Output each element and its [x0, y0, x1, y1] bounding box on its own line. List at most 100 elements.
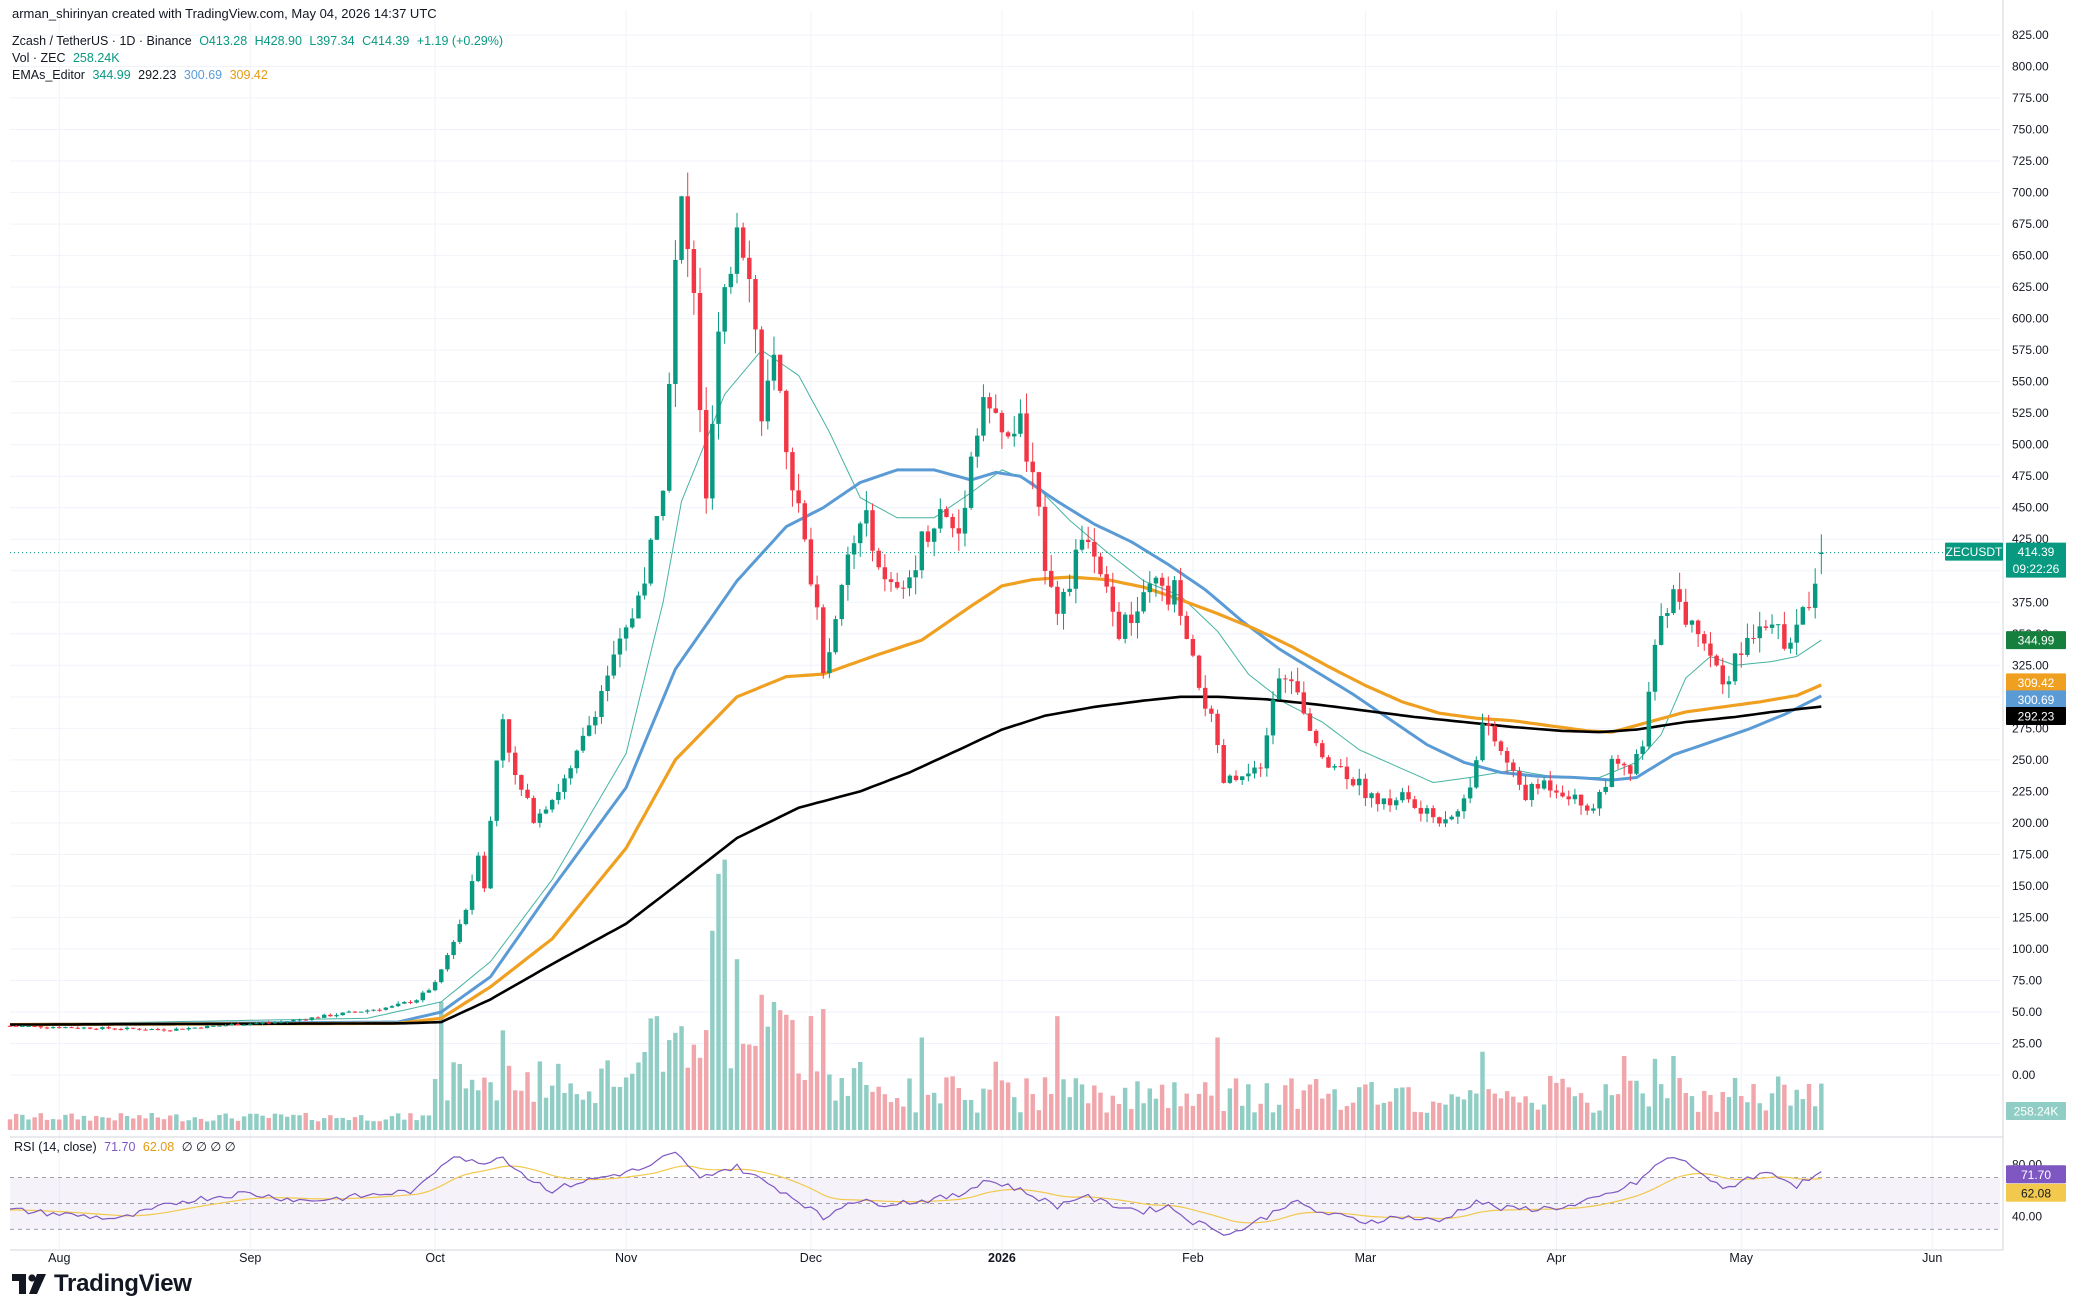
candle-body: [981, 397, 986, 436]
candle-body: [1424, 808, 1430, 814]
candle-body: [1036, 472, 1042, 507]
price-tick-label: 475.00: [2012, 469, 2049, 483]
candle-body: [217, 1025, 222, 1027]
candle-body: [1461, 798, 1467, 812]
ema200-tag: 292.23: [2018, 709, 2055, 723]
ema-legend[interactable]: EMAs_Editor 344.99 292.23 300.69 309.42: [12, 68, 272, 82]
volume-bar: [1732, 1077, 1738, 1130]
volume-bar: [747, 1044, 752, 1130]
candlesticks: [7, 172, 1824, 1032]
volume-bar: [1104, 1112, 1109, 1130]
candle-body: [229, 1024, 235, 1026]
candle-body: [1055, 586, 1060, 614]
candle-body: [1591, 808, 1596, 811]
candle-body: [494, 760, 499, 821]
candle-body: [192, 1027, 198, 1029]
candle-body: [1745, 637, 1750, 655]
candle-body: [1603, 786, 1608, 793]
candle-body: [112, 1028, 117, 1030]
candle-body: [1276, 678, 1282, 700]
tradingview-logo[interactable]: TradingView: [12, 1270, 192, 1298]
rsi-legend[interactable]: RSI (14, close) 71.70 62.08 ∅ ∅ ∅ ∅: [14, 1139, 240, 1154]
candle-body: [1406, 792, 1411, 800]
candle-body: [1578, 794, 1584, 806]
volume-label[interactable]: Vol · ZEC: [12, 51, 66, 65]
rsi-ma-tag: 62.08: [2021, 1186, 2051, 1200]
volume-bar: [1073, 1078, 1079, 1130]
candle-body: [1326, 757, 1331, 768]
volume-bars: [7, 859, 1824, 1130]
candle-body: [198, 1027, 204, 1029]
candle-body: [580, 735, 586, 751]
candle-body: [476, 855, 481, 882]
candle-body: [987, 397, 992, 409]
volume-bar: [248, 1113, 253, 1130]
volume-bar: [623, 1077, 629, 1130]
candle-body: [759, 329, 764, 422]
ema100-line: [10, 575, 1822, 1027]
candle-body: [1129, 614, 1134, 624]
rsi-tick-label: 40.00: [2012, 1209, 2042, 1223]
candle-body: [556, 791, 561, 801]
volume-bar: [32, 1117, 37, 1130]
price-axis[interactable]: 0.00 25.00 50.00 75.00 100.00 125.00 150.00 175…: [2012, 28, 2049, 1223]
symbol-legend[interactable]: Zcash / TetherUS · 1D · Binance O413.28 …: [12, 34, 507, 48]
volume-bar: [1092, 1085, 1097, 1130]
volume-bar: [420, 1115, 426, 1130]
candle-body: [642, 583, 647, 596]
candle-body: [1301, 692, 1307, 714]
candle-body: [1492, 725, 1498, 742]
volume-bar: [1030, 1094, 1035, 1130]
ema-label[interactable]: EMAs_Editor: [12, 68, 85, 82]
candle-body: [901, 587, 906, 589]
volume-bar: [1492, 1093, 1498, 1130]
price-tick-label: 100.00: [2012, 942, 2049, 956]
volume-bar: [833, 1100, 838, 1130]
candle-body: [1720, 665, 1725, 685]
time-axis[interactable]: Aug Sep Oct Nov Dec 2026 Feb Mar Apr May Jun: [48, 1251, 1942, 1265]
price-tick-label: 800.00: [2012, 60, 2049, 74]
volume-bar: [975, 1112, 980, 1130]
candle-body: [44, 1027, 50, 1029]
volume-bar: [198, 1118, 204, 1130]
candle-body: [1338, 766, 1343, 768]
tradingview-logo-icon: [12, 1274, 46, 1294]
candle-body: [149, 1029, 154, 1031]
rsi-label[interactable]: RSI (14, close): [14, 1140, 97, 1154]
volume-bar: [371, 1121, 376, 1130]
volume-bar: [100, 1117, 105, 1130]
volume-bar: [1412, 1111, 1417, 1130]
ema200-tag-bg: [2006, 706, 2066, 725]
volume-bar: [722, 859, 727, 1130]
candle-body: [7, 1025, 13, 1027]
candle-body: [1486, 723, 1491, 726]
volume-bar: [919, 1037, 925, 1130]
candle-body: [1264, 735, 1270, 769]
price-tick-label: 25.00: [2012, 1036, 2042, 1050]
volume-bar: [1221, 1110, 1226, 1130]
volume-bar: [451, 1062, 456, 1130]
candle-body: [1332, 766, 1337, 768]
volume-bar: [734, 959, 740, 1130]
volume-bar: [414, 1120, 419, 1130]
volume-bar: [1400, 1087, 1405, 1130]
price-tick-label: 725.00: [2012, 154, 2049, 168]
volume-bar: [556, 1063, 561, 1130]
volume-bar: [1757, 1103, 1762, 1130]
volume-bar: [1683, 1093, 1689, 1130]
volume-legend[interactable]: Vol · ZEC 258.24K: [12, 51, 124, 65]
time-tick-label: Apr: [1547, 1251, 1566, 1265]
symbol-title[interactable]: Zcash / TetherUS · 1D · Binance: [12, 34, 192, 48]
candle-body: [1782, 624, 1787, 649]
volume-bar: [1548, 1075, 1553, 1130]
candle-body: [931, 528, 937, 542]
volume-bar: [599, 1068, 604, 1130]
volume-bar: [537, 1061, 543, 1130]
candle-body: [1166, 585, 1171, 605]
candle-body: [38, 1026, 44, 1028]
volume-bar: [691, 1044, 697, 1130]
candle-body: [94, 1028, 99, 1030]
volume-bar: [549, 1085, 555, 1130]
volume-bar: [254, 1113, 259, 1130]
